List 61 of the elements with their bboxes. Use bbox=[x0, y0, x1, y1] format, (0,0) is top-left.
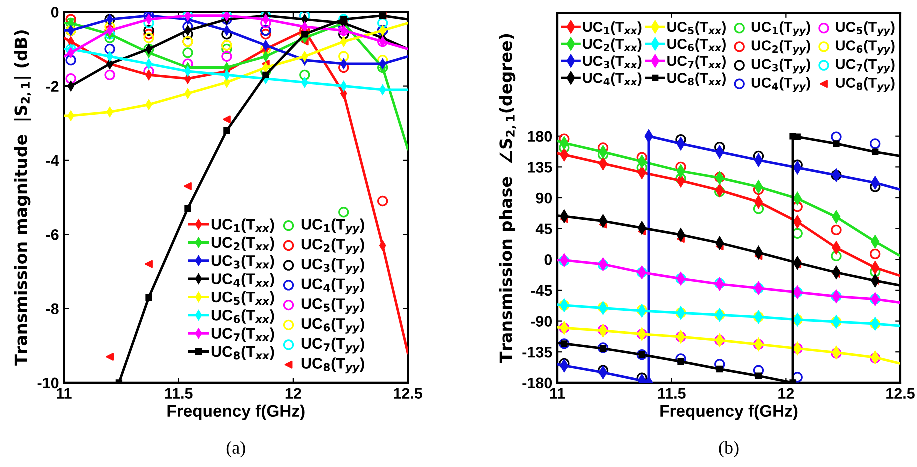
legend-label: UC$_{7}$(T$_{xx}$) bbox=[212, 328, 274, 342]
y-tick-label: 90 bbox=[536, 192, 552, 204]
legend-label: UC$_{4}$(T$_{xx}$) bbox=[212, 273, 274, 288]
y-tick-label: -2 bbox=[46, 81, 59, 92]
x-tick-label: 11.5 bbox=[658, 388, 686, 400]
legend-label: UC$_{5}$(T$_{xx}$) bbox=[668, 22, 726, 35]
legend-label: UC$_{3}$(T$_{yy}$) bbox=[752, 58, 810, 74]
legend-label: UC$_{5}$(T$_{xx}$) bbox=[212, 291, 274, 306]
x-tick-label: 11 bbox=[57, 388, 72, 399]
legend-label: UC$_{6}$(T$_{xx}$) bbox=[212, 310, 274, 324]
y-tick-label: -10 bbox=[38, 378, 59, 389]
y-tick-label: 0 bbox=[51, 7, 59, 18]
legend-label: UC$_{2}$(T$_{yy}$) bbox=[752, 40, 810, 56]
y-axis-title: Transmission magnitude |S$_{2,1}$| (dB) bbox=[14, 30, 32, 366]
legend-label: UC$_{6}$(T$_{xx}$) bbox=[668, 38, 726, 52]
legend-label: UC$_{3}$(T$_{yy}$) bbox=[302, 258, 364, 274]
legend-label: UC$_{6}$(T$_{yy}$) bbox=[836, 40, 895, 56]
y-axis-title: Transmission phase ∠S$_{2,1}$(degree) bbox=[499, 34, 516, 364]
x-tick-label: 12 bbox=[286, 388, 302, 399]
y-tick-label: -90 bbox=[531, 316, 552, 327]
x-tick-label: 11 bbox=[550, 388, 566, 399]
legend-label: UC$_{5}$(T$_{yy}$) bbox=[836, 22, 895, 37]
x-tick-label: 12 bbox=[778, 388, 794, 399]
legend-label: UC$_{2}$(T$_{yy}$) bbox=[302, 238, 364, 254]
legend-label: UC$_{8}$(T$_{yy}$) bbox=[836, 77, 895, 92]
y-tick-label: -135 bbox=[522, 346, 552, 358]
x-axis-title: Frequency f(GHz) bbox=[168, 404, 305, 420]
x-tick-label: 12.5 bbox=[886, 388, 915, 400]
text: (b) bbox=[719, 441, 739, 458]
y-tick-label: -8 bbox=[46, 304, 59, 314]
legend-label: UC$_{1}$(T$_{xx}$) bbox=[212, 218, 274, 233]
legend-label: UC$_{8}$(T$_{xx}$) bbox=[668, 72, 726, 86]
legend-label: UC$_{3}$(T$_{xx}$) bbox=[583, 56, 642, 70]
legend-label: UC$_{4}$(T$_{yy}$) bbox=[752, 77, 810, 92]
legend-label: UC$_{1}$(T$_{yy}$) bbox=[302, 218, 364, 235]
legend-label: UC$_{8}$(T$_{yy}$) bbox=[302, 358, 364, 374]
legend-label: UC$_{5}$(T$_{yy}$) bbox=[302, 298, 364, 314]
x-tick-label: 11.5 bbox=[165, 388, 193, 400]
y-tick-label: -45 bbox=[531, 286, 552, 296]
legend-label: UC$_{8}$(T$_{xx}$) bbox=[212, 346, 274, 360]
legend-label: UC$_{1}$(T$_{xx}$) bbox=[583, 22, 642, 35]
y-tick-label: 135 bbox=[528, 162, 552, 173]
legend-label: UC$_{4}$(T$_{yy}$) bbox=[302, 278, 364, 294]
x-axis-title: Frequency f(GHz) bbox=[660, 404, 798, 420]
legend-label: UC$_{7}$(T$_{xx}$) bbox=[668, 56, 726, 70]
legend-label: UC$_{2}$(T$_{xx}$) bbox=[583, 38, 642, 52]
legend-label: UC$_{2}$(T$_{xx}$) bbox=[212, 236, 274, 252]
legend-label: UC$_{4}$(T$_{xx}$) bbox=[583, 72, 642, 86]
legend-label: UC$_{7}$(T$_{yy}$) bbox=[302, 338, 364, 354]
y-tick-label: 45 bbox=[536, 224, 552, 235]
y-tick-label: 0 bbox=[544, 254, 552, 266]
x-tick-label: 12.5 bbox=[394, 388, 423, 400]
y-tick-label: -4 bbox=[46, 155, 60, 166]
legend-label: UC$_{7}$(T$_{yy}$) bbox=[836, 58, 895, 74]
y-tick-label: -6 bbox=[46, 229, 59, 240]
legend-label: UC$_{3}$(T$_{xx}$) bbox=[212, 255, 274, 270]
legend-label: UC$_{6}$(T$_{yy}$) bbox=[302, 318, 364, 334]
text: (a) bbox=[226, 441, 246, 458]
legend-label: UC$_{1}$(T$_{yy}$) bbox=[752, 22, 810, 37]
y-tick-label: -180 bbox=[522, 378, 552, 389]
y-tick-label: 180 bbox=[528, 131, 552, 142]
